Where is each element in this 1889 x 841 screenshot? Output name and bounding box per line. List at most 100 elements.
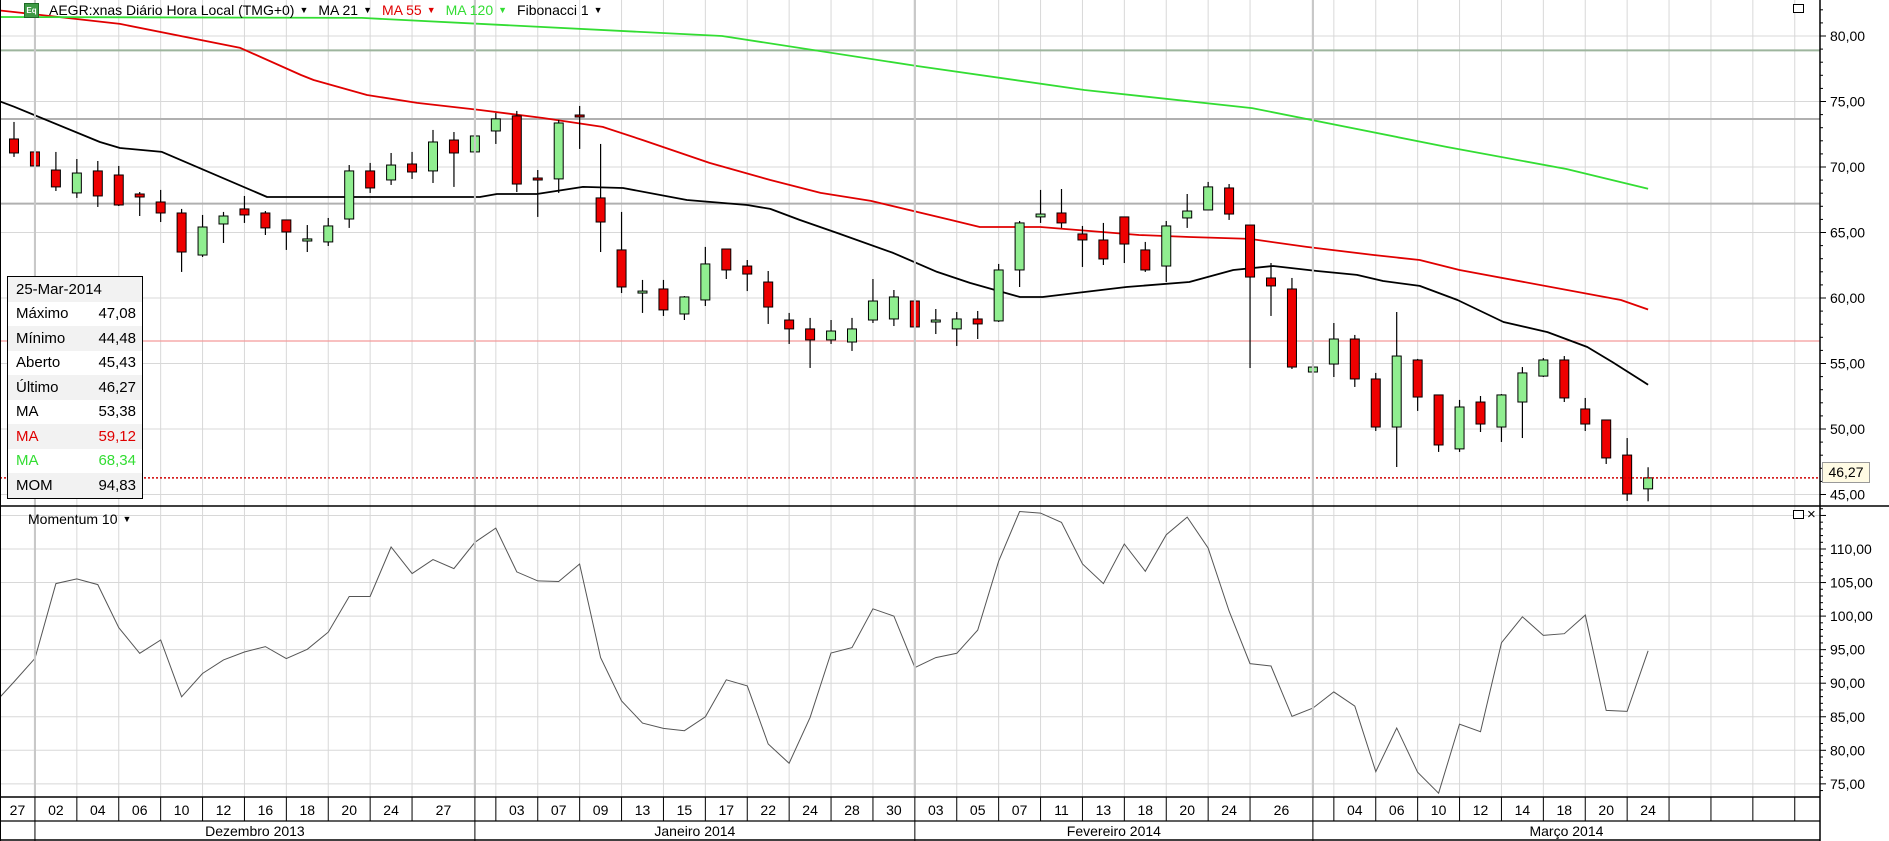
candle[interactable] [1580, 397, 1591, 431]
candle[interactable] [365, 162, 376, 193]
candle[interactable] [1433, 394, 1444, 452]
candle[interactable] [239, 195, 250, 223]
candle[interactable] [50, 151, 61, 191]
candle[interactable] [847, 317, 857, 351]
candle[interactable] [679, 296, 690, 321]
candle[interactable] [826, 320, 837, 344]
candle[interactable] [616, 211, 627, 294]
candle-body [511, 115, 522, 185]
momentum-indicator-menu[interactable]: Momentum 10 ▼ [28, 511, 131, 527]
candle[interactable] [1140, 241, 1151, 272]
moving-average-line-ma120[interactable] [0, 16, 1649, 190]
candle[interactable] [1286, 277, 1297, 370]
candle[interactable] [1098, 222, 1109, 265]
candle[interactable] [1328, 323, 1339, 377]
candle[interactable] [1056, 189, 1067, 228]
candle[interactable] [1559, 356, 1570, 403]
candle[interactable] [1496, 394, 1507, 442]
candle[interactable] [888, 290, 899, 327]
candle[interactable] [1224, 184, 1235, 220]
candle-body [260, 212, 271, 229]
indicator-fibonacci[interactable]: Fibonacci 1 ▼ [517, 2, 603, 18]
candle[interactable] [113, 165, 124, 207]
maximize-pane-icon[interactable] [1793, 4, 1804, 13]
candle[interactable] [867, 279, 878, 324]
candle[interactable] [1266, 263, 1276, 316]
date-label: 14 [1515, 802, 1531, 818]
candle[interactable] [721, 248, 732, 280]
candle[interactable] [805, 317, 816, 368]
candle[interactable] [323, 217, 334, 246]
indicator-ma21[interactable]: MA 21 ▼ [318, 2, 372, 18]
candle[interactable] [344, 165, 355, 228]
candle-body [1161, 225, 1172, 267]
candle[interactable] [972, 310, 983, 340]
symbol-selector[interactable]: AEGR:xnas Diário Hora Local (TMG+0) ▼ [49, 2, 308, 18]
candle[interactable] [386, 152, 397, 185]
candle[interactable] [490, 113, 501, 144]
candle[interactable] [1601, 419, 1612, 464]
candle[interactable] [658, 279, 669, 316]
candle[interactable] [1035, 189, 1046, 223]
candle[interactable] [448, 132, 459, 187]
close-momentum-pane-icon[interactable]: × [1807, 506, 1816, 523]
candle[interactable] [1203, 181, 1214, 211]
candle[interactable] [1161, 220, 1172, 283]
moving-average-line-ma21[interactable] [0, 99, 1649, 386]
candle[interactable] [1014, 220, 1025, 287]
candle[interactable] [155, 189, 166, 223]
candle[interactable] [1182, 193, 1193, 228]
indicator-ma120[interactable]: MA 120 ▼ [446, 2, 507, 18]
candle[interactable] [1391, 312, 1402, 467]
candle[interactable] [1349, 334, 1360, 387]
candle[interactable] [428, 129, 438, 183]
candle[interactable] [1412, 358, 1423, 411]
candle[interactable] [1077, 225, 1088, 267]
candle[interactable] [742, 260, 753, 292]
date-label: 10 [174, 802, 190, 818]
candle[interactable] [574, 105, 585, 149]
candle[interactable] [218, 211, 229, 243]
candle[interactable] [1622, 438, 1633, 501]
candle[interactable] [197, 214, 208, 257]
candle[interactable] [1370, 372, 1381, 431]
candle[interactable] [700, 246, 711, 306]
info-row: Máximo 47,08 [8, 302, 142, 327]
candle[interactable] [511, 110, 522, 193]
month-label: Dezembro 2013 [205, 823, 305, 839]
candle[interactable] [281, 219, 292, 250]
candle[interactable] [553, 119, 564, 193]
candle[interactable] [1538, 357, 1549, 377]
momentum-line[interactable] [0, 510, 1649, 795]
candle[interactable] [134, 192, 145, 216]
candle[interactable] [1119, 216, 1130, 264]
price-axis-label: 50,00 [1830, 421, 1865, 437]
candle[interactable] [92, 160, 103, 207]
maximize-momentum-pane-icon[interactable] [1793, 510, 1804, 519]
candle[interactable] [993, 263, 1004, 322]
candle-body [1245, 224, 1256, 278]
candle[interactable] [407, 151, 418, 179]
indicator-label: Fibonacci 1 [517, 2, 589, 18]
candle[interactable] [930, 309, 941, 335]
candle[interactable] [260, 211, 271, 235]
candle[interactable] [637, 279, 648, 313]
candle[interactable] [763, 271, 774, 324]
candle[interactable] [1475, 395, 1486, 433]
candle[interactable] [1643, 467, 1654, 502]
info-label: Mínimo [16, 329, 66, 347]
moving-average-line-ma55[interactable] [0, 9, 1649, 311]
candle[interactable] [1454, 399, 1465, 452]
candle[interactable] [1245, 224, 1256, 368]
candle[interactable] [176, 208, 187, 272]
candle[interactable] [9, 121, 19, 157]
candle[interactable] [1517, 367, 1528, 439]
candle[interactable] [784, 312, 795, 344]
candle[interactable] [595, 143, 606, 253]
indicator-ma55[interactable]: MA 55 ▼ [382, 2, 436, 18]
candle[interactable] [532, 170, 543, 217]
candle[interactable] [302, 225, 313, 253]
candle[interactable] [951, 312, 962, 346]
candle[interactable] [71, 159, 82, 198]
